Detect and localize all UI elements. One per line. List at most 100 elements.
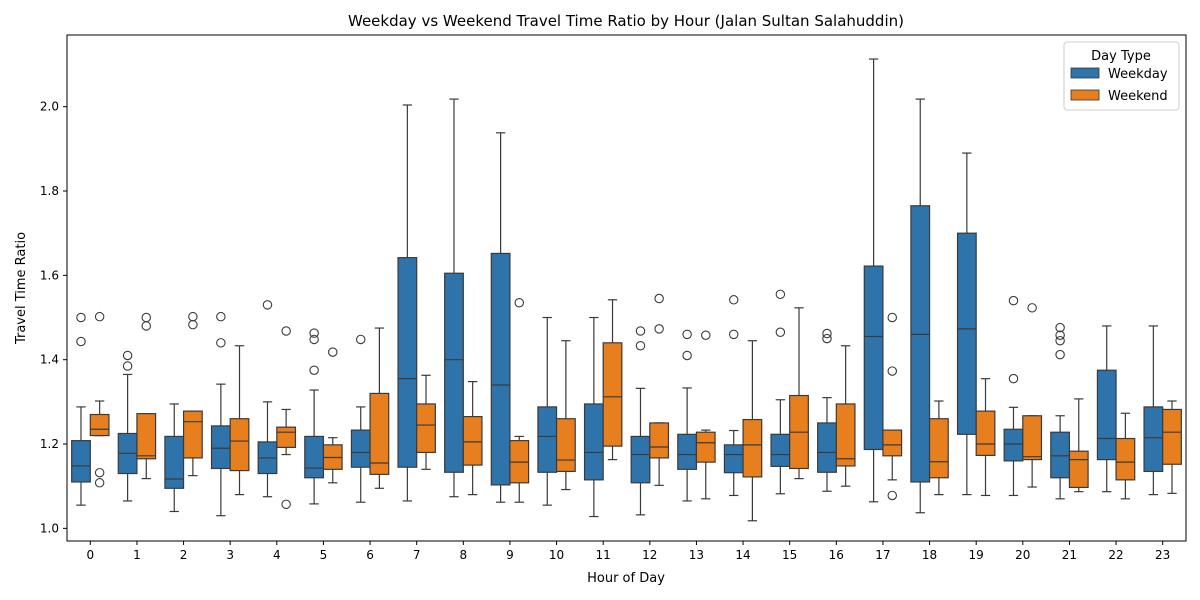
iqr-box-weekend: [89, 413, 110, 437]
x-tick-label: 5: [320, 548, 328, 562]
legend-label-weekend: Weekend: [1108, 89, 1168, 104]
box-weekday-hour-20: [1003, 295, 1024, 497]
legend-label-weekday: Weekday: [1108, 67, 1168, 82]
box-weekday-hour-17: [863, 58, 884, 503]
iqr-box-weekend: [416, 403, 436, 454]
outlier-weekend: [281, 499, 291, 510]
outlier-weekend: [654, 293, 664, 304]
legend: Day Type Weekday Weekend: [1063, 41, 1180, 111]
legend-swatch-weekend: [1070, 89, 1100, 101]
x-tick-label: 21: [1062, 548, 1077, 562]
outlier-weekday: [122, 350, 133, 361]
outlier-weekday: [635, 326, 646, 336]
iqr-box-weekday: [863, 265, 884, 451]
iqr-box-weekday: [210, 425, 231, 470]
outlier-weekday: [1008, 295, 1019, 306]
box-weekday-hour-21: [1050, 322, 1071, 500]
iqr-box-weekend: [928, 418, 949, 479]
outlier-weekday: [262, 300, 273, 310]
outlier-weekday: [76, 336, 86, 347]
y-tick-label: 1.0: [40, 521, 59, 535]
x-tick-label: 20: [1015, 548, 1030, 562]
y-tick-label: 1.8: [40, 184, 59, 198]
x-tick-label: 10: [549, 548, 564, 562]
x-tick-label: 18: [922, 548, 937, 562]
x-tick-label: 15: [782, 548, 797, 562]
x-axis-ticks: 0 1 2 3 4 5 6 7 8 9 10 11 12 13 14 15 16 17 18 19 20 21 22 23: [86, 541, 1170, 562]
iqr-box-weekday: [770, 433, 791, 467]
box-weekday-hour-15: [770, 289, 791, 495]
x-tick-label: 2: [180, 548, 188, 562]
outlier-weekday: [1055, 322, 1065, 333]
box-weekday-hour-19: [956, 152, 977, 496]
x-tick-label: 1: [133, 548, 141, 562]
x-axis-label: Hour of Day: [587, 571, 665, 586]
outlier-weekday: [822, 328, 832, 339]
x-tick-label: 0: [86, 548, 94, 562]
iqr-box-weekday: [71, 440, 91, 483]
box-weekday-hour-8: [444, 98, 464, 498]
box-weekend-hour-18: [928, 400, 949, 496]
box-weekday-hour-16: [817, 328, 837, 492]
box-weekend-hour-0: [89, 311, 110, 488]
iqr-box-weekend: [555, 418, 576, 473]
box-weekday-hour-5: [304, 328, 325, 505]
x-tick-label: 4: [273, 548, 281, 562]
iqr-box-weekend: [136, 413, 157, 460]
outlier-weekend: [94, 311, 105, 322]
legend-swatch-weekday: [1070, 67, 1100, 79]
outlier-weekday: [76, 312, 86, 323]
box-weekday-hour-22: [1096, 325, 1117, 493]
outlier-weekend: [887, 312, 898, 323]
box-weekday-hour-13: [677, 329, 698, 502]
x-tick-label: 14: [735, 548, 750, 562]
outlier-weekday: [1055, 335, 1065, 346]
iqr-box-weekday: [630, 435, 651, 484]
x-tick-label: 13: [689, 548, 704, 562]
outlier-weekday: [216, 338, 226, 348]
box-weekend-hour-23: [1162, 400, 1182, 494]
outlier-weekday: [682, 329, 692, 340]
box-weekend-hour-22: [1115, 412, 1136, 500]
box-weekday-hour-1: [117, 350, 138, 502]
x-tick-label: 19: [969, 548, 984, 562]
outlier-weekday: [728, 295, 739, 305]
box-weekend-hour-16: [835, 345, 856, 487]
box-weekend-hour-8: [462, 381, 483, 496]
iqr-box-weekend: [695, 431, 716, 463]
box-weekday-hour-14: [723, 295, 744, 497]
box-layer: [71, 58, 1182, 522]
box-weekday-hour-9: [490, 132, 511, 503]
outlier-weekday: [682, 350, 692, 361]
box-weekend-hour-7: [416, 374, 436, 470]
outlier-weekend: [188, 319, 198, 330]
plot-frame: [66, 34, 1187, 542]
outlier-weekend: [141, 321, 152, 331]
outlier-weekday: [309, 365, 319, 375]
iqr-box-weekend: [182, 410, 203, 459]
outlier-weekend: [188, 311, 198, 322]
outlier-weekday: [775, 289, 786, 300]
box-weekday-hour-3: [210, 311, 231, 517]
outlier-weekend: [1027, 303, 1037, 313]
box-weekend-hour-12: [649, 293, 670, 486]
iqr-box-weekday: [350, 429, 371, 468]
x-tick-label: 3: [226, 548, 234, 562]
iqr-box-weekday: [1050, 431, 1071, 479]
iqr-box-weekend: [229, 418, 250, 472]
y-tick-label: 2.0: [40, 100, 59, 114]
iqr-box-weekend: [276, 426, 297, 448]
outlier-weekday: [1055, 349, 1065, 360]
outlier-weekend: [94, 467, 105, 478]
box-weekday-hour-11: [583, 316, 604, 518]
iqr-box-weekday: [1003, 428, 1024, 462]
iqr-box-weekday: [537, 406, 558, 473]
x-tick-label: 6: [366, 548, 374, 562]
box-weekend-hour-9: [509, 298, 530, 503]
outlier-weekend: [887, 366, 898, 376]
outlier-weekend: [887, 490, 898, 501]
outlier-weekday: [216, 311, 226, 322]
iqr-box-weekday: [490, 252, 511, 486]
box-weekday-hour-18: [910, 98, 931, 514]
outlier-weekend: [328, 347, 338, 357]
